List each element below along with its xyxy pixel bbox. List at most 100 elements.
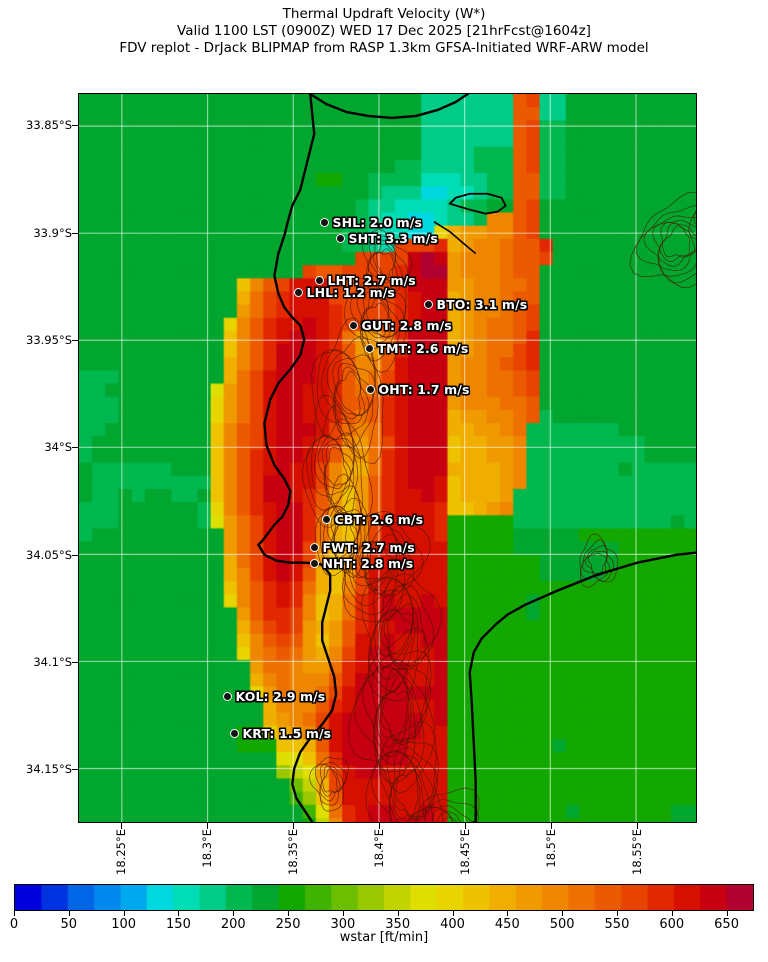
colorbar-tick-mark [452, 911, 454, 916]
y-axis-tick-mark [72, 125, 78, 127]
colorbar-tick-label: 0 [9, 917, 19, 932]
colorbar-tick-mark [178, 911, 180, 916]
station-label: SHT: 3.3 m/s [348, 231, 438, 246]
station-dot-icon [293, 288, 303, 297]
colorbar-tick-mark [671, 911, 673, 916]
station-marker-nht[interactable]: NHT: 2.8 m/s [309, 556, 414, 571]
station-dot-icon [364, 344, 374, 353]
colorbar-tick-mark [288, 911, 290, 916]
chart-title-block: Thermal Updraft Velocity (W*) Valid 1100… [0, 6, 768, 57]
x-axis-tick-mark [464, 823, 466, 829]
colorbar-gradient[interactable] [14, 884, 754, 911]
x-axis-tick-mark [206, 823, 208, 829]
coastline-overlay [257, 94, 696, 822]
graticule-grid [79, 94, 696, 822]
x-axis-tick-label: 18.5°E [543, 829, 558, 868]
y-axis-tick-mark [72, 447, 78, 449]
terrain-contours [302, 191, 696, 822]
station-marker-fwt[interactable]: FWT: 2.7 m/s [309, 540, 415, 555]
colorbar-tick-mark [233, 911, 235, 916]
x-axis-tick-label: 18.55°E [629, 829, 644, 875]
station-marker-shl[interactable]: SHL: 2.0 m/s [319, 215, 423, 230]
y-axis-tick-label: 33.85°S [26, 118, 72, 133]
station-dot-icon [423, 300, 433, 309]
x-axis-tick-label: 18.4°E [371, 829, 386, 868]
station-label: OHT: 1.7 m/s [378, 382, 470, 397]
colorbar-tick-mark [68, 911, 70, 916]
colorbar-tick-label: 150 [166, 917, 191, 932]
station-marker-lht[interactable]: LHT: 2.7 m/s [314, 273, 416, 288]
station-marker-bto[interactable]: BTO: 3.1 m/s [423, 297, 528, 312]
station-label: FWT: 2.7 m/s [322, 540, 415, 555]
wstar-raster [79, 94, 696, 822]
colorbar-tick-label: 400 [440, 917, 465, 932]
x-axis-tick-mark [636, 823, 638, 829]
station-label: LHL: 1.2 m/s [306, 285, 395, 300]
station-dot-icon [365, 385, 375, 394]
colorbar-tick-mark [726, 911, 728, 916]
x-axis-tick-mark [550, 823, 552, 829]
colorbar-tick-label: 450 [494, 917, 520, 932]
y-axis-tick-label: 34.05°S [26, 547, 72, 562]
station-marker-krt[interactable]: KRT: 1.5 m/s [229, 726, 332, 741]
colorbar-label: wstar [ft/min] [339, 930, 429, 945]
station-overlay: SHL: 2.0 m/s SHT: 3.3 m/s LHT: 2.7 m/s LHL:… [79, 94, 696, 822]
station-dot-icon [348, 321, 358, 330]
y-axis-tick-mark [72, 769, 78, 771]
chart-title-line-2: Valid 1100 LST (0900Z) WED 17 Dec 2025 [… [177, 23, 591, 39]
y-axis-tick-mark [72, 339, 78, 341]
y-axis: 33.85°S 33.9°S 33.95°S 34°S 34.05°S 34.1°S 34.… [0, 93, 78, 823]
colorbar-tick-label: 250 [275, 917, 301, 932]
colorbar-tick-label: 650 [714, 917, 739, 932]
station-label: BTO: 3.1 m/s [436, 297, 528, 312]
station-marker-oht[interactable]: OHT: 1.7 m/s [365, 382, 470, 397]
station-marker-kol[interactable]: KOL: 2.9 m/s [222, 689, 326, 704]
colorbar-tick-mark [397, 911, 399, 916]
colorbar-tick-label: 300 [330, 917, 356, 932]
y-axis-tick-mark [72, 232, 78, 234]
station-label: CBT: 2.6 m/s [334, 512, 424, 527]
station-marker-cbt[interactable]: CBT: 2.6 m/s [321, 512, 424, 527]
station-marker-tmt[interactable]: TMT: 2.6 m/s [364, 341, 469, 356]
x-axis-tick-label: 18.45°E [457, 829, 472, 875]
colorbar-tick-label: 350 [385, 917, 411, 932]
y-axis-tick-label: 34°S [44, 440, 72, 455]
y-axis-tick-label: 33.9°S [33, 225, 72, 240]
colorbar-tick-mark [123, 911, 125, 916]
station-label: LHT: 2.7 m/s [327, 273, 416, 288]
station-dot-icon [309, 543, 319, 552]
map-plot-area[interactable]: SHL: 2.0 m/s SHT: 3.3 m/s LHT: 2.7 m/s LHL:… [78, 93, 697, 823]
station-label: TMT: 2.6 m/s [377, 341, 469, 356]
colorbar-tick-mark [14, 911, 15, 916]
station-label: NHT: 2.8 m/s [322, 556, 414, 571]
x-axis-tick-label: 18.3°E [199, 829, 214, 868]
y-axis-tick-mark [72, 554, 78, 556]
x-axis-tick-mark [378, 823, 380, 829]
station-marker-sht[interactable]: SHT: 3.3 m/s [335, 231, 438, 246]
colorbar-tick-label: 200 [220, 917, 246, 932]
station-dot-icon [229, 729, 239, 738]
x-axis-tick-label: 18.35°E [285, 829, 300, 875]
colorbar-tick-label: 500 [549, 917, 575, 932]
colorbar-tick-label: 550 [604, 917, 630, 932]
station-label: GUT: 2.8 m/s [361, 318, 452, 333]
y-axis-tick-label: 33.95°S [26, 332, 72, 347]
colorbar-tick-label: 100 [111, 917, 137, 932]
station-label: KRT: 1.5 m/s [242, 726, 332, 741]
station-marker-gut[interactable]: GUT: 2.8 m/s [348, 318, 452, 333]
colorbar-ticks: 0 50 100 150 200 250 300 350 400 450 500 550 600 650 [10, 911, 754, 932]
colorbar-tick-mark [562, 911, 564, 916]
colorbar-tick-label: 50 [60, 917, 78, 932]
colorbar-tick-mark [616, 911, 618, 916]
x-axis-tick-label: 18.25°E [113, 829, 128, 875]
y-axis-tick-label: 34.15°S [26, 762, 72, 777]
y-axis-tick-mark [72, 661, 78, 663]
station-marker-lhl[interactable]: LHL: 1.2 m/s [293, 285, 395, 300]
station-dot-icon [321, 515, 331, 524]
station-label: SHL: 2.0 m/s [332, 215, 423, 230]
y-axis-tick-label: 34.1°S [33, 654, 72, 669]
station-dot-icon [309, 559, 319, 568]
station-label: KOL: 2.9 m/s [235, 689, 326, 704]
x-axis-tick-mark [120, 823, 122, 829]
colorbar-tick-mark [342, 911, 344, 916]
